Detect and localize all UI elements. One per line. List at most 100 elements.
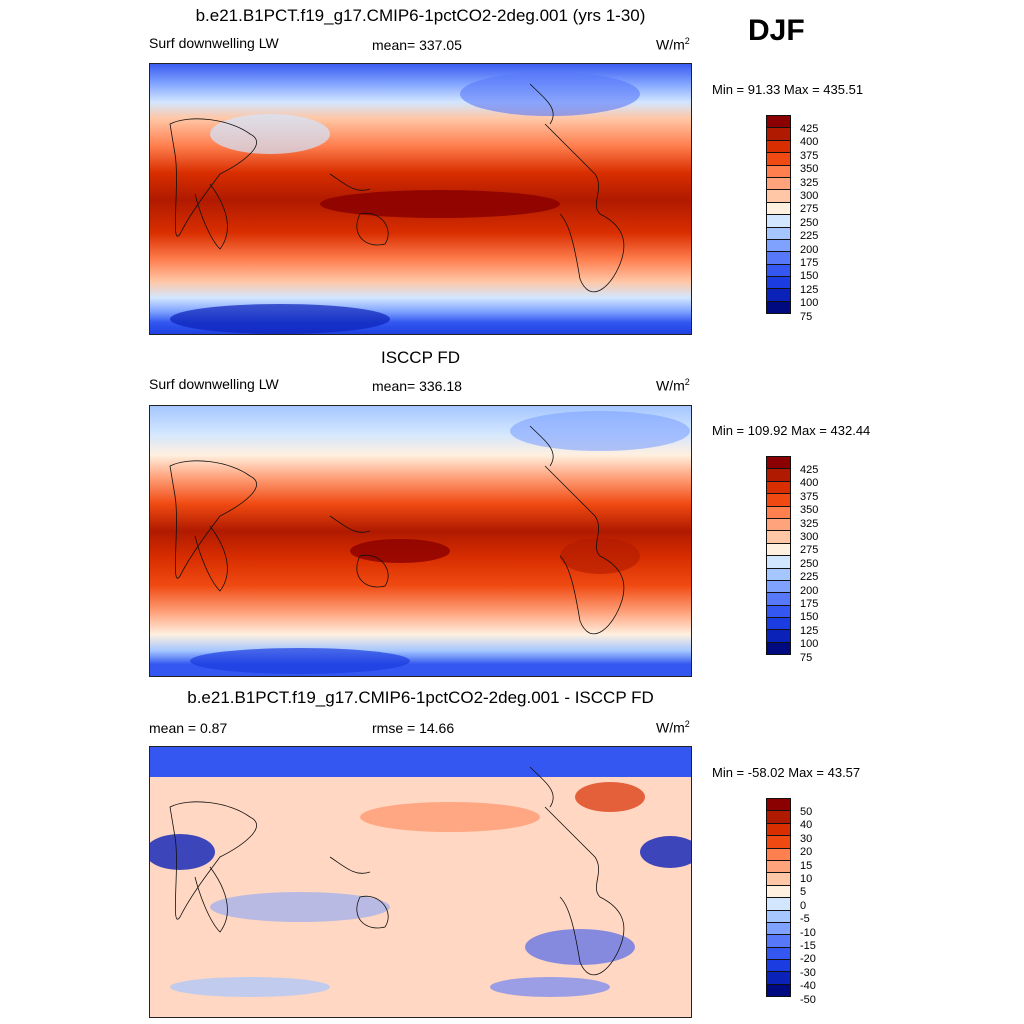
colorbar-box [766, 176, 791, 191]
panel2-colorbar [766, 456, 791, 656]
panel2-units: W/m2 [656, 377, 690, 394]
colorbar-tick-label: 325 [800, 176, 819, 189]
colorbar-box [766, 872, 791, 886]
colorbar-tick-label: 150 [800, 270, 819, 283]
colorbar-box [766, 579, 791, 594]
panel2-minmax: Min = 109.92 Max = 432.44 [712, 423, 871, 438]
colorbar-box [766, 847, 791, 861]
colorbar-tick-label: 175 [800, 598, 819, 611]
colorbar-box [766, 934, 791, 948]
colorbar-box [766, 189, 791, 203]
panel3-colorbar-labels: 50 40 30 20 15 10 5 0 -5 -10 -15 -20 -30 -40 -50 [800, 806, 816, 1007]
colorbar-box [766, 251, 791, 265]
colorbar-box [766, 127, 791, 141]
colorbar-tick-label: 250 [800, 216, 819, 229]
colorbar-box [766, 971, 791, 985]
colorbar-tick-label: 5 [800, 886, 807, 899]
colorbar-tick-label: -20 [800, 953, 816, 966]
panel3-mean: mean = 0.87 [149, 720, 228, 736]
panel3-rmse: rmse = 14.66 [372, 720, 455, 736]
colorbar-tick-label: 100 [800, 297, 819, 310]
colorbar-box [766, 530, 791, 544]
colorbar-tick-label: 250 [800, 557, 819, 570]
colorbar-tick-label: 125 [800, 624, 819, 637]
panel3-map [149, 746, 692, 1018]
colorbar-tick-label: 0 [800, 899, 807, 912]
colorbar-box [766, 884, 791, 899]
colorbar-tick-label: 375 [800, 149, 819, 162]
colorbar-box [766, 493, 791, 507]
colorbar-box [766, 468, 791, 482]
colorbar-tick-label: 150 [800, 611, 819, 624]
colorbar-tick-label: 275 [800, 203, 819, 216]
colorbar-tick-label: -40 [800, 980, 816, 993]
panel1-colorbar [766, 115, 791, 315]
colorbar-tick-label: -30 [800, 966, 816, 979]
colorbar-box [766, 152, 791, 166]
colorbar-box [766, 810, 791, 824]
colorbar-box [766, 629, 791, 643]
panel1-colorbar-labels: 425 400 375 350 325 300 275 250 225 200 175 150 125 1… [800, 123, 818, 324]
panel1-units: W/m2 [656, 36, 690, 53]
colorbar-box [766, 641, 791, 656]
colorbar-box [766, 115, 791, 129]
colorbar-box [766, 604, 791, 619]
colorbar-box [766, 139, 791, 154]
colorbar-tick-label: 400 [800, 477, 819, 490]
colorbar-box [766, 897, 791, 911]
colorbar-tick-label: 75 [800, 310, 813, 323]
colorbar-box [766, 276, 791, 290]
colorbar-box [766, 300, 791, 315]
colorbar-tick-label: 15 [800, 859, 813, 872]
panel1-variable: Surf downwelling LW [149, 35, 279, 51]
colorbar-box [766, 983, 791, 998]
colorbar-box [766, 946, 791, 961]
colorbar-tick-label: 175 [800, 257, 819, 270]
panel3-title: b.e21.B1PCT.f19_g17.CMIP6-1pctCO2-2deg.0… [187, 688, 654, 707]
colorbar-tick-label: -50 [800, 993, 816, 1006]
colorbar-tick-label: 225 [800, 571, 819, 584]
colorbar-box [766, 288, 791, 302]
colorbar-box [766, 480, 791, 495]
colorbar-box [766, 238, 791, 253]
colorbar-tick-label: 325 [800, 517, 819, 530]
colorbar-box [766, 456, 791, 470]
colorbar-box [766, 201, 791, 216]
colorbar-box [766, 567, 791, 581]
colorbar-box [766, 835, 791, 849]
colorbar-tick-label: 375 [800, 490, 819, 503]
colorbar-box [766, 164, 791, 178]
colorbar-box [766, 263, 791, 278]
panel1-title: b.e21.B1PCT.f19_g17.CMIP6-1pctCO2-2deg.0… [195, 6, 646, 25]
colorbar-tick-label: 425 [800, 464, 819, 476]
colorbar-tick-label: 300 [800, 531, 819, 544]
colorbar-tick-label: 225 [800, 230, 819, 243]
colorbar-box [766, 909, 791, 923]
colorbar-tick-label: 400 [800, 136, 819, 149]
colorbar-tick-label: 200 [800, 243, 819, 256]
colorbar-box [766, 859, 791, 874]
colorbar-tick-label: 350 [800, 163, 819, 176]
colorbar-tick-label: -5 [800, 913, 810, 926]
colorbar-tick-label: 30 [800, 832, 813, 845]
colorbar-tick-label: 10 [800, 873, 813, 886]
colorbar-box [766, 959, 791, 973]
panel3-units: W/m2 [656, 719, 690, 736]
colorbar-box [766, 921, 791, 936]
panel2-map [149, 405, 692, 677]
panel3-minmax: Min = -58.02 Max = 43.57 [712, 765, 861, 780]
colorbar-box [766, 517, 791, 532]
colorbar-box [766, 214, 791, 228]
panel1-mean: mean= 337.05 [372, 37, 462, 53]
colorbar-box [766, 226, 791, 240]
panel2-mean: mean= 336.18 [372, 378, 462, 394]
colorbar-tick-label: 50 [800, 806, 813, 818]
colorbar-box [766, 542, 791, 557]
season-label: DJF [748, 14, 805, 47]
colorbar-box [766, 555, 791, 569]
panel2-colorbar-labels: 425 400 375 350 325 300 275 250 225 200 175 150 125 1… [800, 464, 818, 665]
panel3-colorbar [766, 798, 791, 998]
colorbar-tick-label: -10 [800, 926, 816, 939]
panel1-minmax: Min = 91.33 Max = 435.51 [712, 82, 864, 97]
colorbar-tick-label: 20 [800, 846, 813, 859]
